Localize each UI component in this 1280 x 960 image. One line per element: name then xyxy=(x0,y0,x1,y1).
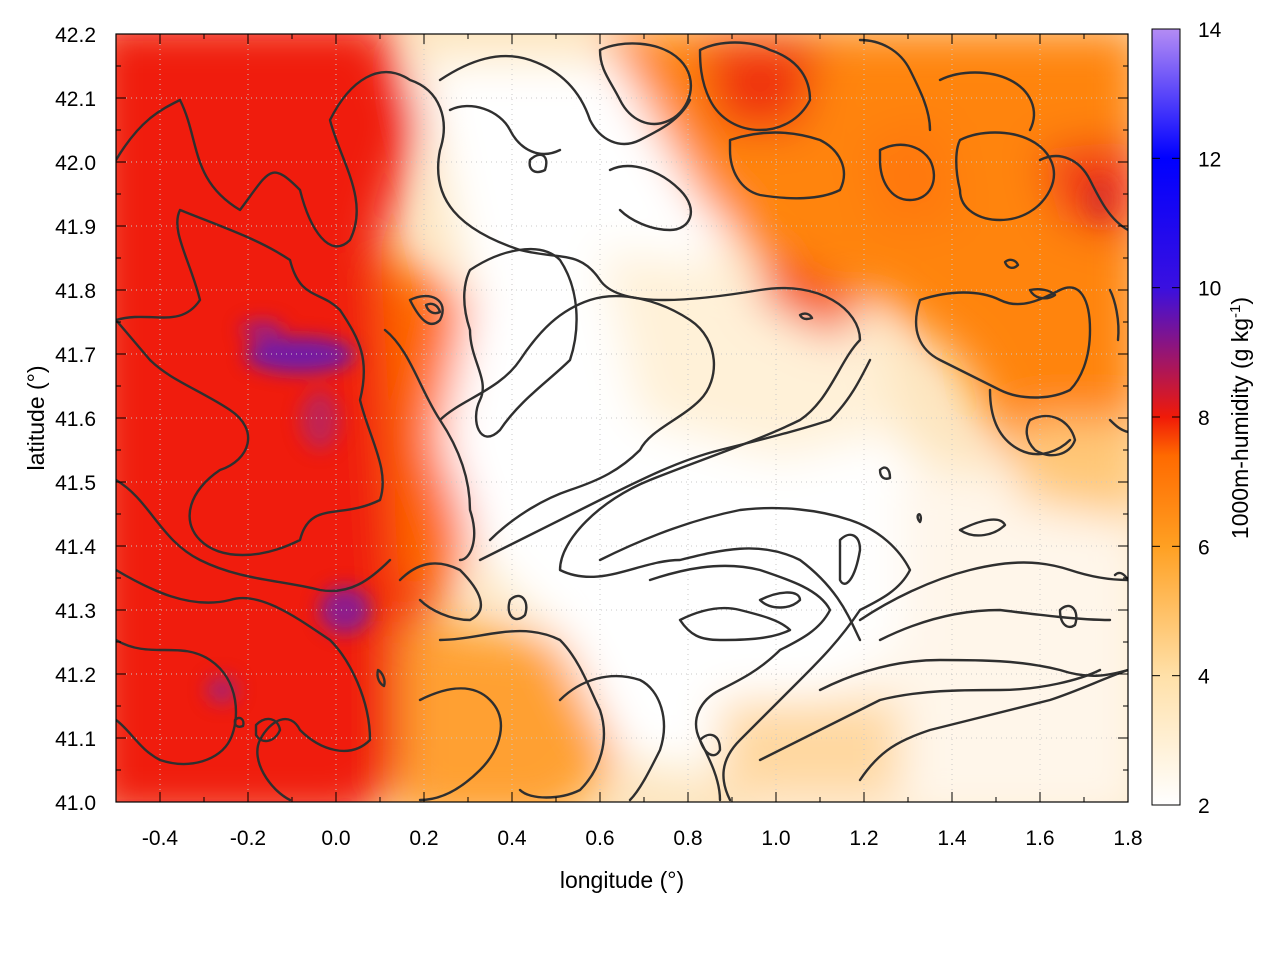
x-tick-label: 1.8 xyxy=(1113,827,1142,850)
colorbar-tick-label: 6 xyxy=(1198,536,1210,559)
x-axis: -0.4 -0.2 0.0 0.2 0.4 0.6 0.8 1.0 1.2 1.4 1.6 1.8 xyxy=(115,34,1143,850)
y-axis-title: latitude (°) xyxy=(23,365,49,470)
x-tick-label: -0.4 xyxy=(142,827,179,850)
y-tick-label: 42.2 xyxy=(55,24,96,47)
humidity-contours xyxy=(116,38,1128,802)
y-tick-label: 41.8 xyxy=(55,280,96,303)
y-axis: 41.0 41.1 41.2 41.3 41.4 41.5 41.6 41.7 41.8 41.9… xyxy=(55,24,1128,815)
x-tick-label: -0.2 xyxy=(230,827,266,850)
colorbar-tick-label: 14 xyxy=(1198,19,1222,42)
y-tick-label: 42.1 xyxy=(55,88,96,111)
colorbar-tick-label: 12 xyxy=(1198,148,1221,171)
y-tick-label: 41.4 xyxy=(55,536,96,559)
y-tick-label: 41.7 xyxy=(55,344,96,367)
colorbar-tick-label: 10 xyxy=(1198,278,1221,301)
colorbar-tick-label: 4 xyxy=(1198,666,1210,689)
grid-lines xyxy=(116,34,1128,802)
y-tick-label: 41.9 xyxy=(55,216,96,239)
y-tick-label: 41.3 xyxy=(55,600,96,623)
colorbar-tick-label: 2 xyxy=(1198,795,1210,818)
y-tick-label: 41.0 xyxy=(55,792,96,815)
y-tick-label: 41.2 xyxy=(55,664,96,687)
x-tick-label: 0.2 xyxy=(409,827,438,850)
colorbar-title-sup: -1 xyxy=(1227,305,1244,318)
colorbar-title-main: 1000m-humidity (g kg xyxy=(1227,318,1253,539)
x-tick-label: 1.4 xyxy=(937,827,967,850)
colorbar: 2 4 6 8 10 12 14 1000m-humidity (g kg-1) xyxy=(1151,19,1253,818)
x-tick-label: 1.6 xyxy=(1025,827,1054,850)
x-tick-label: 1.0 xyxy=(761,827,790,850)
colorbar-title-end: ) xyxy=(1227,297,1253,305)
y-tick-label: 42.0 xyxy=(55,152,96,175)
x-tick-label: 0.8 xyxy=(673,827,702,850)
x-axis-title: longitude (°) xyxy=(560,867,684,893)
y-tick-label: 41.6 xyxy=(55,408,96,431)
y-tick-label: 41.1 xyxy=(55,728,96,751)
y-tick-label: 41.5 xyxy=(55,472,96,495)
x-tick-label: 0.6 xyxy=(585,827,614,850)
colorbar-ticks: 2 4 6 8 10 12 14 xyxy=(1152,19,1222,818)
colorbar-title: 1000m-humidity (g kg-1) xyxy=(1227,297,1253,539)
x-tick-label: 1.2 xyxy=(849,827,878,850)
colorbar-tick-label: 8 xyxy=(1198,407,1210,430)
x-tick-label: 0.0 xyxy=(321,827,350,850)
x-tick-label: 0.4 xyxy=(497,827,527,850)
